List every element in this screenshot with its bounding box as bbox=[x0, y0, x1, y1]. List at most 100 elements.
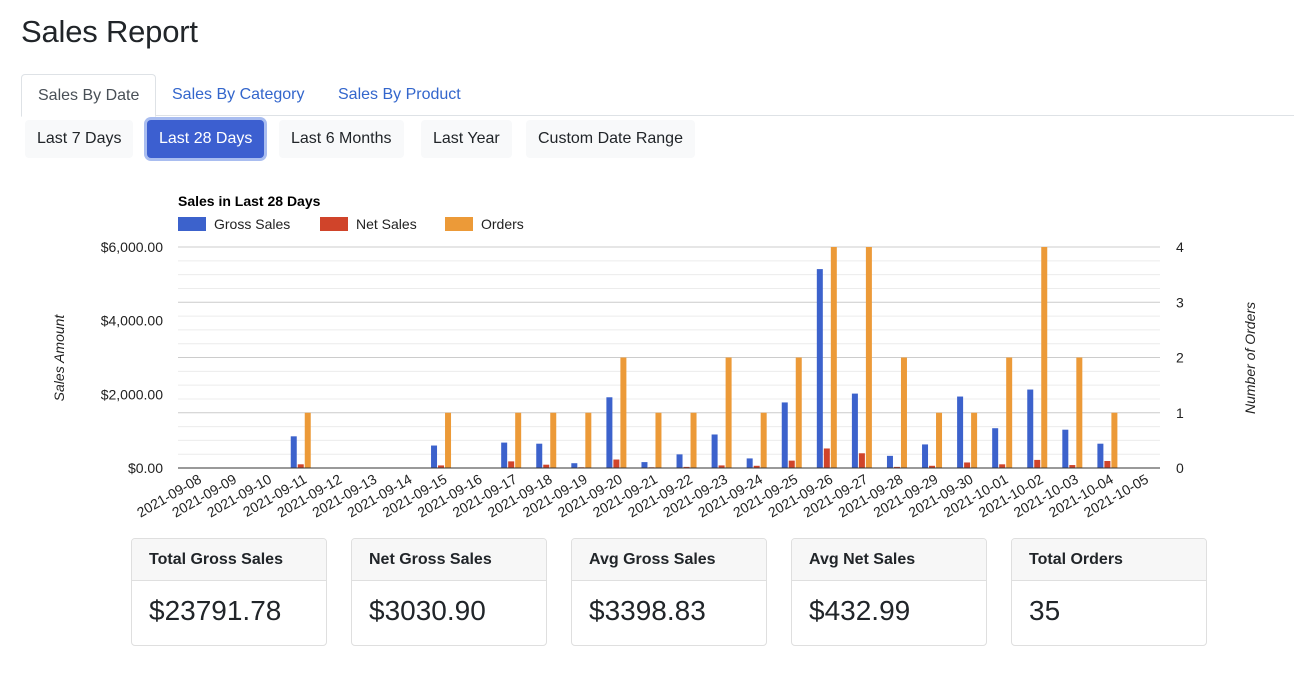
card-value: $23791.78 bbox=[149, 595, 282, 626]
bar-gross-sales bbox=[431, 445, 438, 468]
total-orders-card: Total Orders 35 bbox=[1011, 538, 1207, 646]
bar-net-sales bbox=[1034, 459, 1041, 468]
bar-gross-sales bbox=[1097, 443, 1104, 468]
y2-tick-label: 2 bbox=[1176, 350, 1184, 366]
bar-orders bbox=[655, 412, 662, 468]
legend-label: Gross Sales bbox=[214, 216, 290, 232]
bar-gross-sales bbox=[1062, 429, 1069, 468]
bar-gross-sales bbox=[536, 443, 543, 468]
bar-gross-sales bbox=[1027, 389, 1034, 468]
page-title: Sales Report bbox=[21, 14, 198, 49]
chart-legend: Gross Sales Net Sales Orders bbox=[178, 216, 524, 232]
last-28-days-button[interactable]: Last 28 Days bbox=[147, 120, 265, 158]
bar-gross-sales bbox=[676, 454, 683, 468]
y-tick-label: $0.00 bbox=[128, 460, 163, 476]
bar-orders bbox=[690, 412, 697, 468]
bar-net-sales bbox=[753, 465, 760, 468]
bar-net-sales bbox=[683, 466, 690, 468]
bar-net-sales bbox=[999, 464, 1006, 468]
report-tabs: Sales By Date Sales By Category Sales By… bbox=[21, 74, 1294, 117]
bar-gross-sales bbox=[711, 434, 718, 468]
card-label: Avg Net Sales bbox=[792, 539, 986, 581]
card-value: $432.99 bbox=[809, 595, 911, 626]
y-tick-label: $6,000.00 bbox=[101, 239, 163, 255]
bar-orders bbox=[515, 412, 522, 468]
last-6-months-button[interactable]: Last 6 Months bbox=[279, 120, 404, 158]
bar-orders bbox=[971, 412, 978, 468]
last-7-days-button[interactable]: Last 7 Days bbox=[25, 120, 134, 158]
card-label: Avg Gross Sales bbox=[572, 539, 766, 581]
bar-gross-sales bbox=[746, 458, 753, 468]
bar-gross-sales bbox=[290, 436, 297, 468]
y2-tick-label: 1 bbox=[1176, 405, 1184, 421]
legend-label: Orders bbox=[481, 216, 524, 232]
bar-gross-sales bbox=[851, 393, 858, 468]
last-year-button[interactable]: Last Year bbox=[421, 120, 512, 158]
y-tick-label: $4,000.00 bbox=[101, 313, 163, 329]
card-label: Total Orders bbox=[1012, 539, 1206, 581]
bar-gross-sales bbox=[886, 455, 893, 468]
total-gross-sales-card: Total Gross Sales $23791.78 bbox=[131, 538, 327, 646]
bar-net-sales bbox=[964, 462, 971, 468]
bar-gross-sales bbox=[922, 444, 929, 468]
card-value: $3030.90 bbox=[369, 595, 486, 626]
y2-tick-label: 4 bbox=[1176, 239, 1184, 255]
bar-gross-sales bbox=[501, 442, 508, 468]
bar-net-sales bbox=[858, 453, 865, 468]
y2-tick-label: 0 bbox=[1176, 460, 1184, 476]
card-label: Total Gross Sales bbox=[132, 539, 326, 581]
bar-gross-sales bbox=[781, 402, 788, 468]
bar-net-sales bbox=[438, 465, 445, 468]
bar-orders bbox=[304, 412, 311, 468]
chart-axes: $0.00$2,000.00$4,000.00$6,000.0001234202… bbox=[101, 239, 1184, 520]
bar-orders bbox=[445, 412, 452, 468]
bar-gross-sales bbox=[816, 269, 823, 468]
bar-gross-sales bbox=[957, 396, 964, 468]
legend-label: Net Sales bbox=[356, 216, 417, 232]
card-value: 35 bbox=[1029, 595, 1061, 626]
bar-orders bbox=[550, 412, 557, 468]
tab-sales-by-date[interactable]: Sales By Date bbox=[21, 74, 157, 117]
bar-net-sales bbox=[929, 465, 936, 468]
bar-gross-sales bbox=[606, 397, 613, 468]
bar-net-sales bbox=[508, 461, 515, 468]
avg-net-sales-card: Avg Net Sales $432.99 bbox=[791, 538, 987, 646]
y-tick-label: $2,000.00 bbox=[101, 386, 163, 402]
net-gross-sales-card: Net Gross Sales $3030.90 bbox=[351, 538, 547, 646]
bar-net-sales bbox=[613, 459, 620, 468]
bar-gross-sales bbox=[992, 428, 999, 468]
legend-swatch bbox=[445, 217, 473, 231]
bar-orders bbox=[900, 357, 907, 468]
legend-swatch bbox=[178, 217, 206, 231]
bar-orders bbox=[1111, 412, 1118, 468]
bar-orders bbox=[620, 357, 627, 468]
bar-gross-sales bbox=[571, 463, 578, 468]
bar-orders bbox=[585, 412, 592, 468]
bar-orders bbox=[1041, 247, 1048, 468]
bar-orders bbox=[725, 357, 732, 468]
bar-net-sales bbox=[893, 466, 900, 468]
bar-net-sales bbox=[718, 465, 725, 468]
bar-orders bbox=[1006, 357, 1013, 468]
bar-net-sales bbox=[543, 464, 550, 468]
tab-sales-by-category[interactable]: Sales By Category bbox=[172, 86, 305, 103]
bar-net-sales bbox=[1104, 461, 1111, 468]
bar-orders bbox=[760, 412, 767, 468]
bar-net-sales bbox=[788, 460, 795, 468]
bar-orders bbox=[795, 357, 802, 468]
tab-sales-by-product[interactable]: Sales By Product bbox=[338, 86, 461, 103]
legend-swatch bbox=[320, 217, 348, 231]
chart-bars bbox=[290, 247, 1118, 468]
custom-date-range-button[interactable]: Custom Date Range bbox=[526, 120, 695, 158]
chart-title: Sales in Last 28 Days bbox=[178, 193, 321, 209]
bar-net-sales bbox=[823, 448, 830, 468]
bar-orders bbox=[1076, 357, 1083, 468]
bar-gross-sales bbox=[641, 462, 648, 468]
avg-gross-sales-card: Avg Gross Sales $3398.83 bbox=[571, 538, 767, 646]
chart-grid bbox=[178, 246, 1160, 469]
bar-orders bbox=[865, 247, 872, 468]
card-value: $3398.83 bbox=[589, 595, 706, 626]
card-label: Net Gross Sales bbox=[352, 539, 546, 581]
sales-chart: Sales in Last 28 Days Gross Sales Net Sal… bbox=[51, 193, 1258, 520]
y2-axis-label: Number of Orders bbox=[1242, 302, 1258, 414]
